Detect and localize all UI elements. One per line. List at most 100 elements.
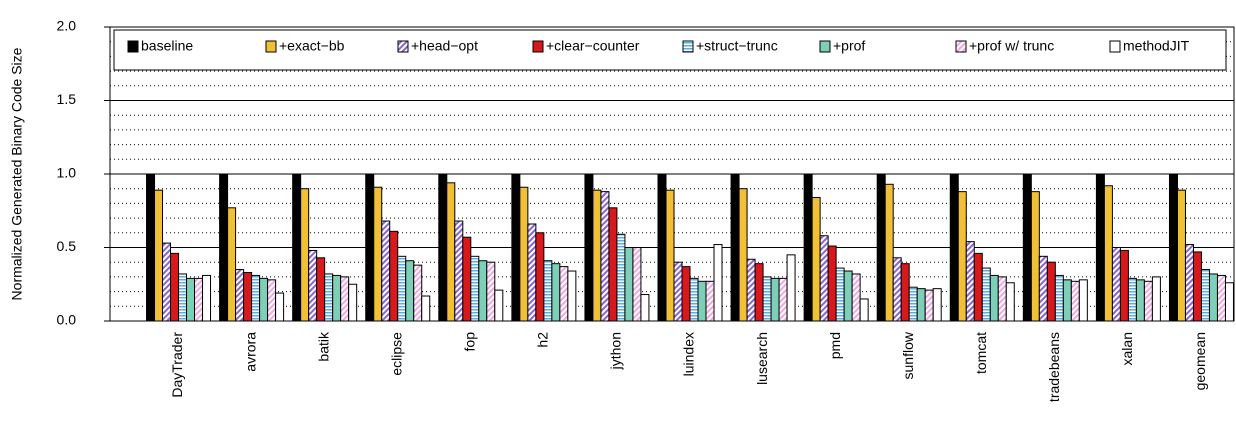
bar <box>170 252 180 322</box>
x-tick-label: fop <box>462 332 478 352</box>
bar <box>673 261 683 322</box>
bar <box>1046 261 1056 322</box>
bar <box>438 173 448 322</box>
bar <box>1038 255 1048 322</box>
bar <box>640 294 650 322</box>
bar <box>373 186 383 322</box>
bar <box>1224 282 1234 322</box>
bar <box>1168 173 1178 322</box>
x-tick-label: batik <box>315 331 331 362</box>
bar <box>997 276 1007 322</box>
bar <box>227 207 237 322</box>
legend-swatch <box>1109 40 1121 53</box>
bar <box>584 173 594 322</box>
bar <box>470 255 480 322</box>
bar <box>243 271 253 322</box>
bar <box>762 276 772 322</box>
bar <box>543 260 553 322</box>
bar <box>324 273 334 322</box>
bar <box>876 173 886 322</box>
y-tick-label: 0.0 <box>57 312 77 328</box>
bar <box>932 288 942 322</box>
bar <box>202 274 212 322</box>
x-tick-label: pmd <box>827 332 843 359</box>
bar <box>146 173 156 322</box>
bar <box>1216 274 1226 322</box>
bar <box>478 260 488 322</box>
bar <box>892 257 902 322</box>
bar <box>559 266 569 322</box>
bar <box>705 280 715 322</box>
bar <box>551 263 561 322</box>
x-tick-label: tomcat <box>973 332 989 374</box>
bar <box>421 295 431 322</box>
bar <box>973 252 983 322</box>
x-tick-label: avrora <box>242 332 258 372</box>
x-tick-label: jython <box>608 332 624 370</box>
bar <box>494 289 504 322</box>
bar <box>965 241 975 322</box>
bar <box>1151 276 1161 322</box>
bar <box>292 173 302 322</box>
bar <box>1176 189 1186 322</box>
bar <box>1208 273 1218 322</box>
bar <box>1095 173 1105 322</box>
legend-label: +exact−bb <box>279 38 345 54</box>
bar <box>811 197 821 322</box>
x-tick-label: tradebeans <box>1046 332 1062 402</box>
bar <box>340 276 350 322</box>
bar <box>348 283 358 322</box>
bar <box>989 274 999 322</box>
bar <box>1143 280 1153 322</box>
bar <box>527 223 537 322</box>
bar <box>819 235 829 322</box>
bar <box>275 292 285 322</box>
bar <box>259 277 269 322</box>
bar <box>413 264 423 322</box>
x-tick-label: xalan <box>1119 332 1135 365</box>
bar <box>235 269 245 322</box>
x-tick-label: h2 <box>535 332 551 348</box>
legend-swatch <box>955 40 967 53</box>
bar <box>1127 277 1137 322</box>
bar <box>754 263 764 322</box>
bar <box>730 173 740 322</box>
x-tick-label: DayTrader <box>169 332 185 398</box>
legend-label: baseline <box>141 38 193 54</box>
bar <box>1111 247 1121 322</box>
bar <box>1005 282 1015 322</box>
legend-label: +clear−counter <box>546 38 640 54</box>
bar <box>657 173 667 322</box>
bar <box>843 270 853 322</box>
y-axis-label: Normalized Generated Binary Code Size <box>9 47 25 300</box>
bar <box>851 273 861 322</box>
bar <box>535 232 545 322</box>
bar <box>689 277 699 322</box>
bar <box>681 266 691 322</box>
legend-swatch <box>819 40 831 53</box>
bar <box>608 207 618 322</box>
bar <box>900 263 910 322</box>
bar <box>1022 173 1032 322</box>
legend-swatch <box>397 40 409 53</box>
legend-label: +head−opt <box>411 38 478 54</box>
bar <box>827 245 837 322</box>
bar <box>908 286 918 322</box>
bar <box>616 233 626 322</box>
bar <box>1192 251 1202 322</box>
legend-label: +prof w/ trunc <box>969 38 1054 54</box>
bar <box>389 230 399 322</box>
bar <box>1119 249 1129 322</box>
bar <box>778 277 788 322</box>
bar <box>446 182 456 322</box>
bar <box>624 247 634 322</box>
y-tick-label: 0.5 <box>57 238 77 254</box>
bar <box>835 267 845 322</box>
bar <box>632 247 642 322</box>
bar <box>365 173 375 322</box>
bar <box>511 173 521 322</box>
bar <box>462 236 472 322</box>
bar <box>1054 274 1064 322</box>
bar <box>746 258 756 322</box>
